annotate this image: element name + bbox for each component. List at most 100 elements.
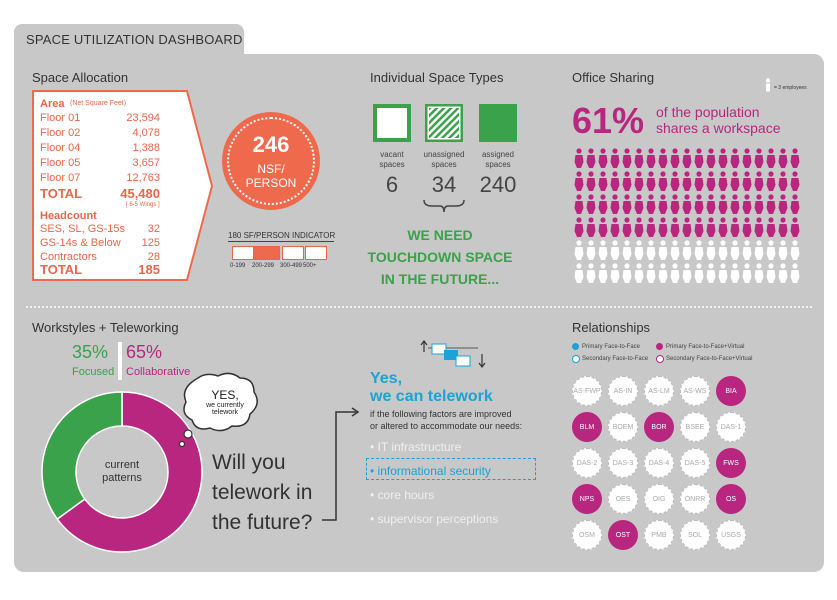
person-icon [754,240,764,260]
relationship-node: DAS-5 [680,448,710,478]
brace-icon [423,199,465,213]
relationship-node: FWS [716,448,746,478]
person-icon [742,263,752,283]
donut-center-2: patterns [102,472,142,484]
person-icon [778,263,788,283]
person-icon [622,217,632,237]
dashboard-tab: SPACE UTILIZATION DASHBOARD [14,24,244,54]
person-icon [682,263,692,283]
legend-secondary-virtual-icon [656,355,664,363]
indicator-range-label: 300-499 [280,263,303,269]
person-icon [634,240,644,260]
person-icon [718,171,728,191]
person-icon [694,148,704,168]
space-allocation-title: Space Allocation [32,70,129,85]
floor-label: Floor 02 [40,127,81,139]
space-type-label-2: spaces [485,160,511,169]
relationship-node: DAS-2 [572,448,602,478]
person-icon [754,194,764,214]
vacant-square-icon [373,104,411,142]
nsf-unit-2: PERSON [245,176,297,190]
person-icon [586,263,596,283]
indicator-segment [232,246,254,260]
person-icon [790,171,800,191]
assigned-square-icon [479,104,517,142]
area-sub: (Net Square Feet) [70,100,127,107]
person-icon [634,217,644,237]
person-icon [730,240,740,260]
space-type-count: 6 [385,172,399,197]
space-type-label-1: unassigned [423,150,465,159]
floor-value: 23,594 [126,112,160,124]
person-icon [670,217,680,237]
relationship-node: DAS-1 [716,412,746,442]
person-icon [610,240,620,260]
sharing-text-2: shares a workspace [656,120,781,136]
telework-factor: • IT infrastructure [370,440,462,454]
person-icon [790,217,800,237]
person-icon [730,263,740,283]
person-icon [574,171,584,191]
indicator-title: 180 SF/PERSON INDICATOR [228,231,336,240]
person-icon [634,194,644,214]
relationship-node: ONRR [680,484,710,514]
person-icon [670,263,680,283]
person-icon [646,240,656,260]
relationships-title: Relationships [572,320,651,335]
person-icon [646,194,656,214]
person-icon [646,217,656,237]
space-type-label-1: vacant [380,150,404,159]
legend-primary-virtual-icon [656,343,663,350]
relationship-node: AS-FWP [572,376,602,406]
relationship-node: DAS-3 [608,448,638,478]
area-total-note: [ 6-5 Wings ] [126,202,160,208]
legend-secondary-f2f-icon [572,355,580,363]
touchdown-line-1: WE NEED [407,227,473,243]
person-icon [658,263,668,283]
space-type-label-1: assigned [481,150,515,159]
person-icon [586,194,596,214]
headcount-total-label: TOTAL [40,262,83,277]
headcount-value: 32 [147,223,160,235]
person-icon [706,171,716,191]
person-icon [574,194,584,214]
person-legend-text: = 3 employees [774,85,807,91]
person-icon [766,171,776,191]
person-icon [598,263,608,283]
person-icon [766,194,776,214]
person-icon [610,171,620,191]
person-icon [742,148,752,168]
person-icon [742,217,752,237]
indicator-segment [254,246,280,260]
area-header: Area [40,98,65,110]
person-icon [742,240,752,260]
person-icon [766,217,776,237]
area-total-value: 45,480 [120,186,160,201]
space-type-count: 240 [479,172,517,197]
person-legend-icon [765,78,771,92]
person-icon [622,148,632,168]
legend-secondary-f2f: Secondary Face-to-Face [582,356,649,362]
speech-bubble-icon [178,372,258,448]
relationship-node: BSEE [680,412,710,442]
legend-primary-f2f-icon [572,343,579,350]
person-icon [682,171,692,191]
floor-value: 3,657 [132,157,160,169]
bubble-line-2: we currently [206,402,244,409]
person-icon [718,148,728,168]
legend-primary-virtual: Primary Face-to-Face+Virtual [666,344,745,350]
person-icon [718,194,728,214]
telework-desc-2: or altered to accommodate our needs: [370,421,523,431]
floor-label: Floor 05 [40,157,81,169]
question-line-2: telework in [212,481,313,504]
person-icon [658,217,668,237]
person-icon [598,148,608,168]
person-icon [754,263,764,283]
section-divider [26,306,812,308]
touchdown-line-3: IN THE FUTURE... [380,271,500,287]
collab-percent: 65% [126,342,163,362]
people-grid [574,148,800,283]
person-icon [610,194,620,214]
person-icon [598,171,608,191]
indicator-rule [228,241,334,242]
